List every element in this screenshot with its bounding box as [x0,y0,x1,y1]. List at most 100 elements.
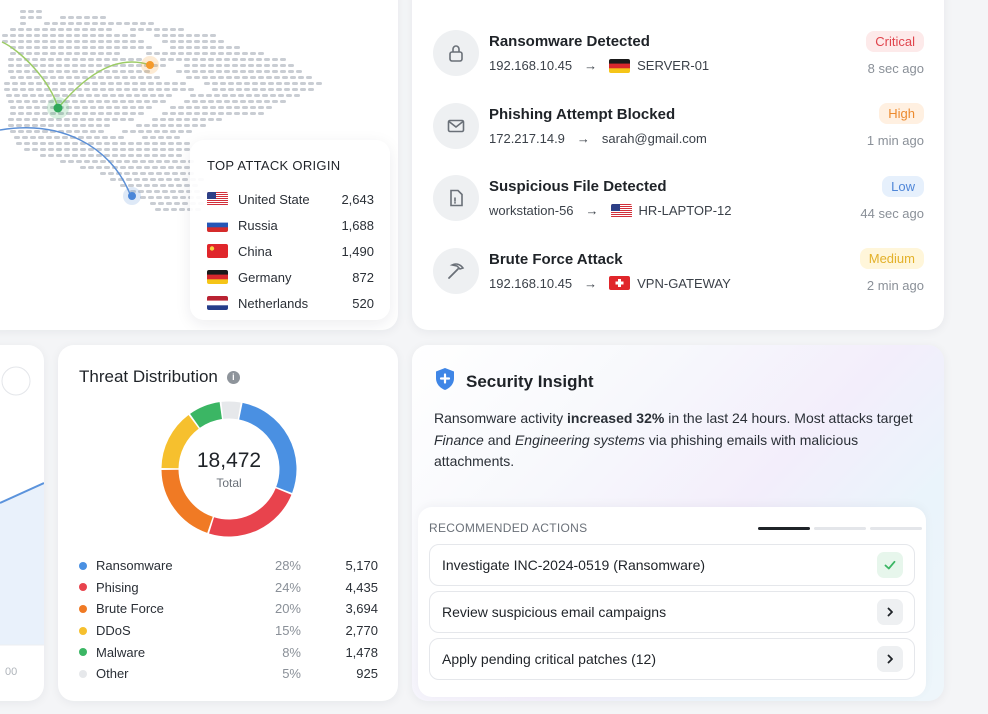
flag-germany-icon [207,270,228,284]
legend-value: 4,435 [345,579,378,595]
origin-row[interactable]: United State 2,643 [207,186,374,212]
action-label: Investigate INC-2024-0519 (Ransomware) [442,557,706,573]
alert-time: 1 min ago [866,133,924,149]
origin-row[interactable]: Russia 1,688 [207,212,374,238]
legend-name: DDoS [96,623,131,639]
legend-row: DDoS 15% 2,770 [79,620,378,642]
recommended-action[interactable]: Apply pending critical patches (12) [429,638,915,680]
donut-segment-brute-force[interactable] [161,469,214,533]
insight-text-part: in the last 24 hours. Most attacks targe… [664,410,913,426]
alert-target: sarah@gmail.com [601,130,707,146]
flag-usa-icon [610,203,632,218]
alert-time: 2 min ago [866,278,924,294]
origin-country: Russia [238,217,278,233]
legend-value: 925 [356,666,378,682]
pager-dot[interactable] [870,526,922,530]
recommended-actions-title: RECOMMENDED ACTIONS [429,521,588,535]
legend-dot [79,583,87,592]
insight-text-part: and [483,431,515,448]
actions-pager [758,526,922,530]
alert-target: HR-LAPTOP-12 [638,203,732,219]
origin-count: 872 [352,269,374,285]
mail-icon [433,102,479,149]
legend-percent: 20% [274,601,301,617]
attack-map-card: TOP ATTACK ORIGIN United State 2,643 Rus… [0,0,398,330]
flag-russia-icon [207,218,228,232]
flag-netherlands-icon [207,296,228,310]
legend-dot [79,561,87,570]
alert-title: Phishing Attempt Blocked [489,105,676,123]
recommended-action[interactable]: Review suspicious email campaigns [429,591,915,633]
legend-value: 2,770 [345,623,378,639]
pager-dot[interactable] [814,526,866,530]
alert-target: VPN-GATEWAY [637,275,731,291]
donut-segment-phising[interactable] [209,487,292,537]
legend-dot [79,626,87,635]
donut-segment-ransomware[interactable] [238,402,297,493]
insight-text-part: Ransomware activity [434,410,568,426]
alerts-card: Ransomware Detected 192.168.10.45 → SERV… [412,0,944,330]
insight-emphasis: Engineering systems [514,431,645,448]
origin-count: 1,688 [341,217,374,233]
legend-value: 1,478 [345,644,378,660]
chevron-right-icon[interactable] [877,599,903,625]
legend-dot [79,604,87,613]
origin-country: Netherlands [238,295,309,311]
legend-row: Malware 8% 1,478 [79,641,378,663]
partial-chart [0,366,44,646]
legend-name: Phising [96,579,139,595]
threat-distribution-card: Threat Distribution i 18,472 Total Ranso… [58,345,398,701]
legend-percent: 15% [274,623,301,639]
partial-axis-label: 00 [5,666,18,678]
flag-germany-icon [609,58,631,73]
donut-total-value: 18,472 [196,448,262,472]
alert-target: SERVER-01 [637,58,710,74]
legend-percent: 28% [274,558,301,574]
alert-item[interactable]: Ransomware Detected 192.168.10.45 → SERV… [433,17,924,90]
alert-item[interactable]: Phishing Attempt Blocked 172.217.14.9 → … [433,90,924,163]
check-icon[interactable] [877,552,903,578]
insight-highlight: increased 32% [567,410,665,426]
legend-name: Ransomware [96,558,173,574]
legend-value: 3,694 [345,601,378,617]
arrow-right-icon: → [584,275,598,291]
alert-item[interactable]: Brute Force Attack 192.168.10.45 → VPN-G… [433,235,924,308]
lock-icon [433,30,479,77]
origin-row[interactable]: China 1,490 [207,238,374,264]
legend-dot [79,669,87,678]
origin-count: 2,643 [341,191,374,207]
chevron-right-icon[interactable] [877,646,903,672]
threat-donut-chart: 18,472 Total [159,399,299,539]
alert-source: 192.168.10.45 [489,58,573,74]
origin-country: China [238,243,272,259]
severity-badge: Low [882,175,924,197]
insight-emphasis: Finance [434,431,484,448]
origin-row[interactable]: Germany 872 [207,264,374,290]
threat-legend: Ransomware 28% 5,170 Phising 24% 4,435 B… [79,555,378,685]
origin-row[interactable]: Netherlands 520 [207,290,374,316]
legend-row: Brute Force 20% 3,694 [79,598,378,620]
donut-total-label: Total [216,475,242,490]
security-insight-card: Security Insight Ransomware activity inc… [412,345,944,701]
donut-segment-other[interactable] [221,401,241,420]
alert-source: 192.168.10.45 [489,275,573,291]
legend-dot [79,648,87,657]
arrow-right-icon: → [584,58,598,74]
arrow-right-icon: → [576,130,590,146]
legend-percent: 8% [282,644,301,660]
alert-time: 8 sec ago [867,60,924,76]
pager-dot-active[interactable] [758,526,810,530]
alert-source: 172.217.14.9 [489,130,565,146]
info-icon[interactable]: i [226,370,240,384]
donut-segment-ddos[interactable] [161,414,200,469]
file-icon [433,175,479,222]
alert-item[interactable]: Suspicious File Detected workstation-56 … [433,162,924,235]
top-attack-origin-panel: TOP ATTACK ORIGIN United State 2,643 Rus… [190,140,390,320]
legend-percent: 5% [282,666,301,682]
legend-row: Other 5% 925 [79,663,378,685]
security-insight-title: Security Insight [466,371,594,391]
legend-row: Ransomware 28% 5,170 [79,555,378,577]
donut-segment-malware[interactable] [190,402,223,428]
recommended-action[interactable]: Investigate INC-2024-0519 (Ransomware) [429,544,915,586]
threat-distribution-title: Threat Distribution [79,367,218,386]
